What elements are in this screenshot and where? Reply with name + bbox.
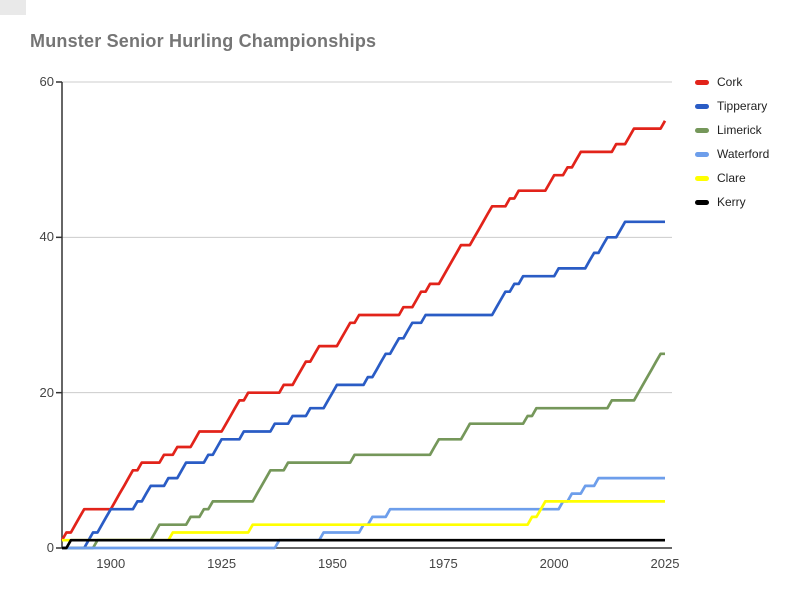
legend-item-clare: Clare (695, 166, 769, 190)
y-tick-label: 40 (39, 229, 54, 245)
legend-swatch-clare (695, 175, 709, 181)
series-line-kerry (62, 538, 665, 550)
legend-item-kerry: Kerry (695, 190, 769, 214)
x-tick-label: 1975 (428, 556, 458, 571)
series-line-clare (62, 500, 665, 542)
y-tick-label: 20 (39, 384, 54, 400)
series-line-cork (60, 120, 667, 541)
legend-swatch-cork (695, 79, 709, 85)
screenshot-artifact (0, 0, 26, 15)
legend-item-cork: Cork (695, 70, 769, 94)
legend-label: Cork (717, 75, 743, 89)
x-tick-label: 1950 (317, 556, 347, 571)
x-tick-label: 2000 (539, 556, 569, 571)
legend-item-waterford: Waterford (695, 142, 769, 166)
legend-label: Waterford (717, 147, 770, 161)
y-tick-label: 60 (39, 74, 54, 89)
legend-swatch-limerick (695, 127, 709, 133)
x-tick-label: 1925 (207, 556, 237, 571)
x-tick-label: 2025 (650, 556, 680, 571)
y-tick-label: 0 (46, 540, 54, 555)
legend-label: Limerick (717, 123, 762, 137)
legend-swatch-kerry (695, 199, 709, 205)
series-line-limerick (62, 352, 665, 550)
legend-label: Tipperary (717, 99, 768, 113)
legend-item-tipperary: Tipperary (695, 94, 769, 118)
legend-item-limerick: Limerick (695, 118, 769, 142)
legend-swatch-waterford (695, 151, 709, 157)
legend: Cork Tipperary Limerick Waterford Clare Kerry (695, 70, 769, 214)
legend-label: Clare (717, 171, 746, 185)
legend-label: Kerry (717, 195, 746, 209)
series-line-tipperary (62, 220, 665, 550)
chart-title: Munster Senior Hurling Championships (30, 31, 377, 51)
legend-swatch-tipperary (695, 103, 709, 109)
x-tick-label: 1900 (96, 556, 126, 571)
